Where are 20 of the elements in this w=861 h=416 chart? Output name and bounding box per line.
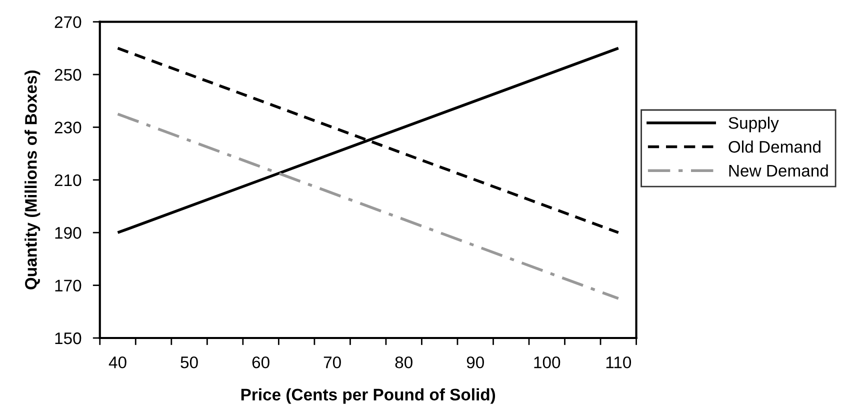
y-tick-label: 270 — [54, 16, 82, 28]
y-axis-title: Quantity (Millions of Boxes) — [24, 70, 40, 290]
x-tick-label: 100 — [534, 356, 560, 368]
x-tick-label: 90 — [466, 356, 484, 368]
x-tick-label: 40 — [108, 356, 126, 368]
x-tick-label: 80 — [395, 356, 412, 368]
y-tick-label: 210 — [54, 174, 82, 186]
y-tick-label: 190 — [55, 227, 82, 239]
y-tick-label: 250 — [54, 68, 82, 81]
x-tick-label: 50 — [180, 356, 198, 368]
y-tick-label: 230 — [54, 122, 82, 134]
legend-label: Old Demand — [728, 140, 820, 153]
legend-label: New Demand — [729, 164, 828, 177]
x-tick-label: 70 — [324, 356, 341, 368]
x-tick-label: 60 — [252, 356, 270, 368]
x-axis-title: Price (Cents per Pound of Solid) — [241, 388, 496, 404]
x-tick-label: 110 — [606, 356, 632, 368]
legend-label: Supply — [728, 116, 779, 132]
y-tick-label: 170 — [55, 280, 82, 292]
y-tick-label: 150 — [55, 332, 82, 344]
